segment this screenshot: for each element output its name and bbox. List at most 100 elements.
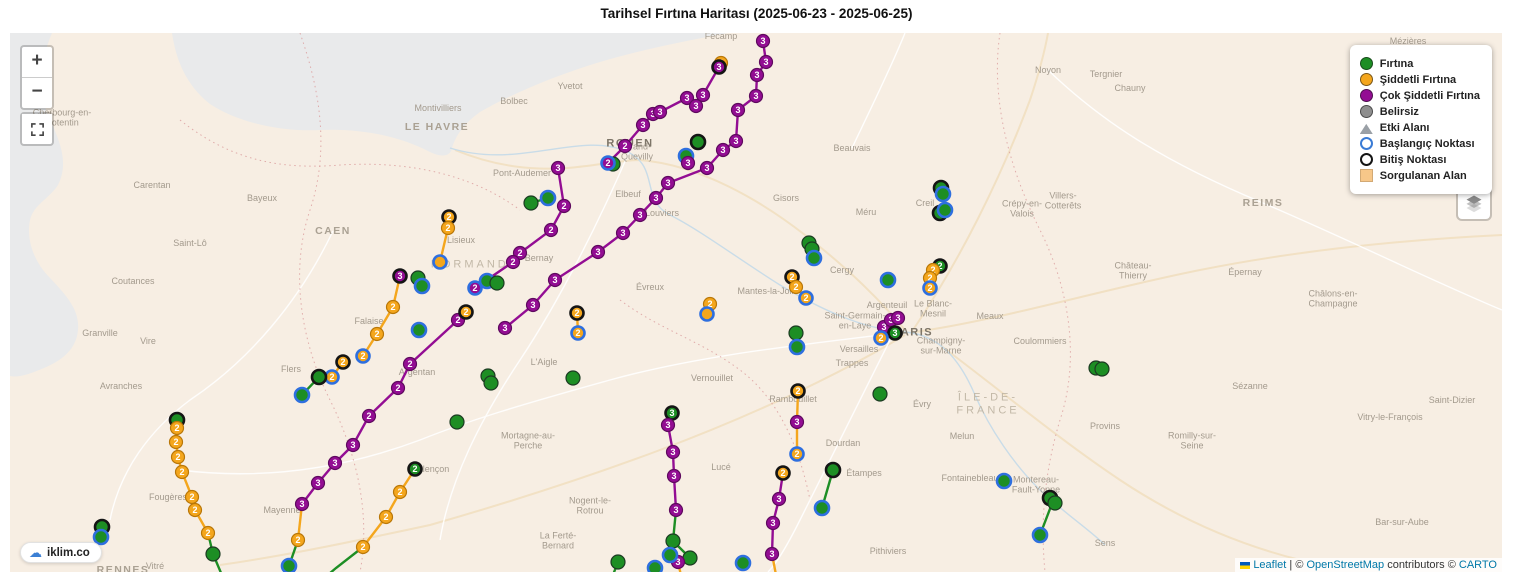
track-point-marker[interactable] [695, 87, 711, 103]
storm-marker[interactable] [872, 386, 888, 402]
track-point-marker[interactable] [1094, 361, 1110, 377]
track-point-marker[interactable] [699, 160, 715, 176]
end-point-marker[interactable] [824, 461, 842, 479]
storm-marker[interactable] [1094, 361, 1110, 377]
track-point-marker[interactable] [378, 509, 394, 525]
storm-marker[interactable] [489, 275, 505, 291]
start-point-marker[interactable] [539, 189, 557, 207]
track-point-marker[interactable] [788, 279, 804, 295]
storm-marker[interactable] [646, 559, 664, 572]
track-point-marker[interactable] [523, 195, 539, 211]
storm-marker[interactable]: 2 [600, 155, 616, 171]
storm-marker[interactable]: 3 [668, 502, 684, 518]
storm-marker[interactable] [523, 195, 539, 211]
iklim-badge[interactable]: ☁ iklim.co [20, 542, 102, 563]
start-point-marker[interactable] [798, 290, 814, 306]
osm-link[interactable]: OpenStreetMap [1306, 559, 1385, 571]
storm-marker[interactable]: 2 [390, 380, 406, 396]
storm-marker[interactable] [682, 550, 698, 566]
track-point-marker[interactable] [525, 297, 541, 313]
track-point-marker[interactable] [765, 515, 781, 531]
storm-track[interactable] [361, 275, 402, 357]
start-point-marker[interactable] [92, 528, 110, 546]
end-point-marker[interactable] [310, 368, 328, 386]
storm-marker[interactable]: 2 [169, 420, 185, 436]
track-point-marker[interactable] [1047, 495, 1063, 511]
storm-marker[interactable] [689, 133, 707, 151]
track-point-marker[interactable] [890, 310, 906, 326]
storm-track[interactable] [362, 468, 417, 548]
storm-marker[interactable]: 2 [543, 222, 559, 238]
storm-marker[interactable]: 3 [711, 59, 727, 75]
storm-marker[interactable]: 3 [652, 104, 668, 120]
track-point-marker[interactable] [402, 356, 418, 372]
start-point-marker[interactable] [280, 557, 298, 572]
start-point-marker[interactable] [879, 271, 897, 289]
storm-marker[interactable]: 3 [392, 268, 408, 284]
leaflet-map[interactable]: NORMANDY ÎLE-DE- FRANCE LE HAVRE CAEN REIMS R… [10, 33, 1502, 572]
storm-marker[interactable]: 2 [170, 449, 186, 465]
storm-marker[interactable] [205, 546, 221, 562]
carto-link[interactable]: CARTO [1458, 559, 1497, 571]
track-point-marker[interactable] [665, 533, 681, 549]
track-point-marker[interactable] [668, 502, 684, 518]
storm-marker[interactable] [310, 368, 328, 386]
storm-marker[interactable]: 3 [632, 207, 648, 223]
storm-marker[interactable] [449, 414, 465, 430]
storm-marker[interactable] [788, 325, 804, 341]
storm-marker[interactable]: 3 [550, 160, 566, 176]
track-point-marker[interactable] [590, 244, 606, 260]
track-point-marker[interactable] [679, 90, 695, 106]
storm-marker[interactable] [610, 554, 626, 570]
track-point-marker[interactable] [205, 546, 221, 562]
storm-marker[interactable]: 2 [290, 532, 306, 548]
storm-marker[interactable] [699, 306, 715, 322]
storm-marker[interactable]: 3 [547, 272, 563, 288]
start-point-marker[interactable] [413, 277, 431, 295]
storm-marker[interactable] [734, 554, 752, 572]
storm-marker[interactable]: 3 [345, 437, 361, 453]
storm-marker[interactable] [293, 386, 311, 404]
storm-marker[interactable]: 2 [392, 484, 408, 500]
storm-marker[interactable] [432, 254, 448, 270]
track-point-marker[interactable] [550, 160, 566, 176]
track-point-marker[interactable] [168, 434, 184, 450]
storm-marker[interactable]: 3 [730, 102, 746, 118]
track-point-marker[interactable] [652, 104, 668, 120]
track-point-marker[interactable] [187, 502, 203, 518]
storm-marker[interactable] [1047, 495, 1063, 511]
track-point-marker[interactable] [715, 142, 731, 158]
track-point-marker[interactable] [632, 207, 648, 223]
track-point-marker[interactable] [184, 489, 200, 505]
storm-marker[interactable] [92, 528, 110, 546]
track-point-marker[interactable] [789, 414, 805, 430]
track-point-marker[interactable] [174, 464, 190, 480]
storm-marker[interactable]: 3 [666, 468, 682, 484]
track-point-marker[interactable] [682, 550, 698, 566]
end-point-marker[interactable] [775, 465, 791, 481]
storm-marker[interactable]: 2 [467, 280, 483, 296]
start-point-marker[interactable] [293, 386, 311, 404]
track-point-marker[interactable] [440, 220, 456, 236]
track-point-marker[interactable] [483, 375, 499, 391]
end-point-marker[interactable] [392, 268, 408, 284]
storm-marker[interactable]: 3 [590, 244, 606, 260]
track-point-marker[interactable] [385, 299, 401, 315]
start-point-marker[interactable] [813, 499, 831, 517]
storm-marker[interactable]: 2 [200, 525, 216, 541]
track-point-marker[interactable] [730, 102, 746, 118]
start-point-marker[interactable] [789, 446, 805, 462]
start-point-marker[interactable] [646, 559, 664, 572]
track-point-marker[interactable] [771, 491, 787, 507]
storm-marker[interactable]: 2 [335, 354, 351, 370]
storm-marker[interactable]: 2 [775, 465, 791, 481]
storm-marker[interactable]: 3 [664, 405, 680, 421]
storm-track[interactable] [322, 546, 364, 572]
end-point-marker[interactable] [790, 383, 806, 399]
storm-marker[interactable] [1031, 526, 1049, 544]
start-point-marker[interactable] [432, 254, 448, 270]
storm-marker[interactable] [934, 185, 952, 203]
start-point-marker[interactable] [934, 185, 952, 203]
storm-marker[interactable]: 3 [715, 142, 731, 158]
track-point-marker[interactable] [310, 475, 326, 491]
